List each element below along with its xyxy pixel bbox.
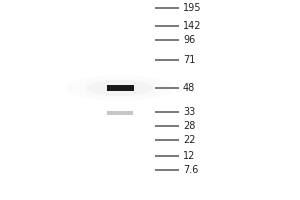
Text: 28: 28 bbox=[183, 121, 195, 131]
Text: 22: 22 bbox=[183, 135, 196, 145]
Bar bbox=[106, 85, 134, 91]
Text: 12: 12 bbox=[183, 151, 195, 161]
Text: 33: 33 bbox=[183, 107, 195, 117]
Text: 142: 142 bbox=[183, 21, 202, 31]
Text: 96: 96 bbox=[183, 35, 195, 45]
Ellipse shape bbox=[86, 80, 154, 96]
Text: 48: 48 bbox=[183, 83, 195, 93]
Bar bbox=[107, 111, 133, 115]
Text: 71: 71 bbox=[183, 55, 195, 65]
Text: 7.6: 7.6 bbox=[183, 165, 198, 175]
Text: 195: 195 bbox=[183, 3, 202, 13]
